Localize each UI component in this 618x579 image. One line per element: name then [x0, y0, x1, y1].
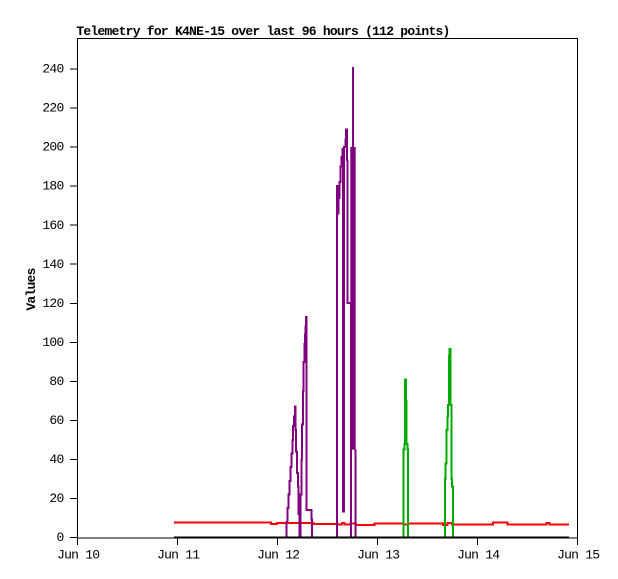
svg-text:Jun 13: Jun 13 [357, 548, 399, 563]
svg-text:Telemetry for K4NE-15 over las: Telemetry for K4NE-15 over last 96 hours… [76, 24, 449, 39]
svg-text:0: 0 [56, 530, 63, 545]
svg-text:100: 100 [42, 335, 63, 350]
svg-text:Jun 11: Jun 11 [157, 548, 200, 563]
svg-text:Jun 14: Jun 14 [457, 548, 500, 563]
svg-text:200: 200 [42, 140, 63, 155]
svg-text:180: 180 [42, 179, 63, 194]
svg-text:220: 220 [42, 101, 63, 116]
svg-text:240: 240 [42, 62, 63, 77]
svg-text:120: 120 [42, 296, 63, 311]
svg-text:160: 160 [42, 218, 63, 233]
svg-text:80: 80 [49, 374, 63, 389]
svg-text:40: 40 [49, 452, 63, 467]
svg-text:Jun 12: Jun 12 [257, 548, 299, 563]
svg-text:Jun 10: Jun 10 [57, 548, 99, 563]
svg-text:Values: Values [24, 267, 39, 310]
svg-text:140: 140 [42, 257, 63, 272]
svg-text:20: 20 [49, 491, 63, 506]
svg-text:60: 60 [49, 413, 63, 428]
svg-text:Jun 15: Jun 15 [557, 548, 599, 563]
